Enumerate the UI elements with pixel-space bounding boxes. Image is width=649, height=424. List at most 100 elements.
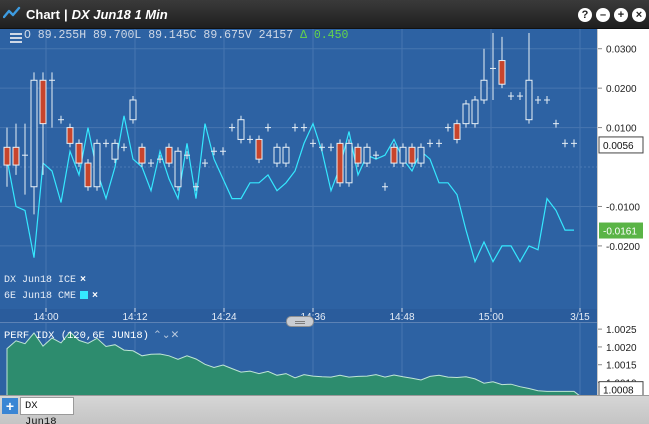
candle-body-0 (3, 146, 11, 166)
candle-body-46 (417, 146, 425, 164)
candle-43 (390, 143, 398, 168)
remove-series-6e-button[interactable]: × (92, 291, 99, 302)
candle-39 (354, 143, 362, 168)
candle-12 (111, 139, 119, 164)
ohlc-values: O 89.255H 89.700L 89.145C 89.675V 24157 (24, 29, 294, 42)
candle-38 (345, 139, 353, 187)
time-tick-label-5: 15:00 (478, 312, 503, 322)
candle-body-31 (282, 146, 290, 164)
candle-22 (202, 159, 208, 168)
perf-idx-area (6, 331, 582, 397)
price-change: Δ 0.450 (300, 29, 349, 42)
candle-19 (174, 147, 182, 191)
candle-body-19 (174, 150, 182, 188)
candle-body-26 (237, 119, 245, 140)
price-y-axis-svg: 0.0300 0.0200 0.0100 -0.0100 -0.0200 0.0056 -0… (598, 45, 644, 253)
candle-body-10 (93, 142, 101, 188)
study-current-value: 1.0008 (603, 386, 634, 395)
window-titlebar: Chart | DX Jun18 1 Min ? – + × (0, 0, 649, 29)
candle-42 (382, 182, 388, 191)
candle-47 (427, 139, 433, 148)
candle-34 (310, 139, 316, 148)
candle-36 (328, 143, 334, 152)
study-tick-label-2: 1.0015 (606, 361, 637, 372)
hamburger-menu-icon[interactable] (10, 33, 22, 44)
candle-18 (165, 143, 173, 168)
legend-item-dx: DX Jun18 ICE × (4, 275, 86, 286)
candle-body-50 (453, 123, 461, 140)
candle-5 (49, 72, 55, 128)
legend-item-6e: 6E Jun18 CME × (4, 291, 98, 302)
candle-49 (445, 123, 451, 132)
tab-dx-jun18[interactable]: DX Jun18 (20, 397, 74, 424)
candle-1 (12, 123, 20, 175)
study-plot-area[interactable]: PERF IDX (120,6E JUN18) ⌃⌄✕ (0, 322, 597, 397)
candle-21 (193, 182, 199, 191)
candle-body-37 (336, 142, 344, 184)
candle-16 (148, 159, 154, 168)
candle-23 (211, 147, 217, 156)
candle-13 (121, 143, 127, 152)
candle-17 (157, 155, 163, 164)
legend-swatch-6e (80, 291, 89, 299)
dx-current-badge (598, 136, 644, 154)
candle-body-55 (498, 60, 506, 85)
candle-7 (66, 123, 74, 148)
dx-current-value: 0.0056 (603, 141, 634, 152)
chart-tab-bar: + DX Jun18 (0, 395, 649, 424)
time-tick-label-0: 14:00 (33, 312, 58, 322)
candle-31 (282, 143, 290, 168)
study-tick-label-1: 1.0020 (606, 343, 637, 354)
candle-26 (237, 115, 245, 144)
candle-28 (255, 135, 263, 164)
minimize-button[interactable]: – (596, 8, 610, 22)
price-y-axis[interactable]: 0.0300 0.0200 0.0100 -0.0100 -0.0200 0.0056 -0… (597, 29, 649, 322)
candle-37 (336, 139, 344, 187)
study-panel: PERF IDX (120,6E JUN18) ⌃⌄✕ 1.0025 1.0020 1… (0, 322, 649, 399)
study-controls[interactable]: ⌃⌄✕ (152, 330, 180, 342)
candle-body-28 (255, 138, 263, 160)
candle-6 (58, 115, 64, 124)
candle-59 (535, 96, 541, 104)
title-symbol: DX Jun18 1 Min (71, 7, 168, 22)
candle-11 (103, 139, 109, 148)
candle-8 (75, 139, 83, 168)
candle-3 (30, 72, 38, 215)
candle-55 (498, 36, 506, 89)
candle-14 (129, 96, 137, 124)
candle-60 (544, 96, 550, 104)
candle-24 (220, 147, 226, 156)
candle-body-1 (12, 146, 20, 166)
candle-10 (93, 139, 101, 191)
6e-current-value: -0.0161 (603, 227, 637, 238)
candle-32 (292, 123, 298, 132)
close-button[interactable]: × (632, 8, 646, 22)
candle-body-18 (165, 146, 173, 164)
candle-body-9 (84, 162, 92, 188)
candle-45 (408, 143, 416, 168)
candle-body-45 (408, 146, 416, 164)
study-title: PERF IDX (120,6E JUN18) (4, 330, 149, 342)
candle-29 (265, 123, 271, 132)
candle-30 (273, 143, 281, 168)
help-button[interactable]: ? (578, 8, 592, 22)
remove-series-dx-button[interactable]: × (80, 275, 87, 286)
candle-body-39 (354, 146, 362, 164)
panel-resize-handle[interactable] (286, 316, 314, 327)
study-tick-label-0: 1.0025 (606, 325, 637, 336)
price-tick-label-4: -0.0200 (606, 242, 640, 253)
candle-9 (84, 159, 92, 191)
candle-61 (553, 119, 559, 128)
candle-4 (39, 72, 47, 175)
candle-0 (3, 127, 11, 187)
add-tab-button[interactable]: + (2, 398, 18, 414)
candle-body-58 (525, 79, 533, 121)
maximize-button[interactable]: + (614, 8, 628, 22)
candle-body-30 (273, 146, 281, 164)
candle-46 (417, 143, 425, 168)
candle-63 (571, 139, 577, 148)
candle-54 (490, 32, 496, 100)
